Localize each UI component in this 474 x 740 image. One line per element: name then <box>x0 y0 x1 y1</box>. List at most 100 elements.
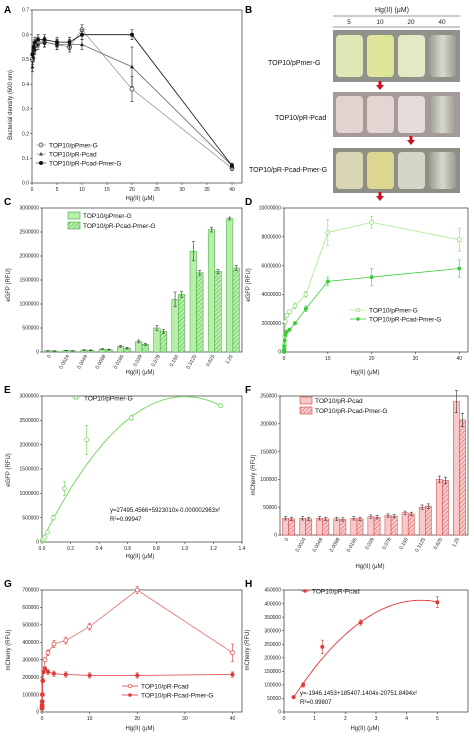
panel-b-header: Hg(II) (μM) <box>375 7 409 14</box>
panel-d-legend-1: TOP10/pPmer-G <box>369 308 418 315</box>
panel-e-xtick-label: 0.4 <box>96 546 103 552</box>
panel-a-point <box>129 86 135 92</box>
panel-g-xtick-label: 40 <box>230 716 236 722</box>
panel-f-bar <box>288 518 295 536</box>
panel-c-ytick-label: 500000 <box>22 326 39 332</box>
panel-e-xlabel: Hg(II) (μM) <box>125 554 154 560</box>
panel-e-point <box>50 515 56 521</box>
panel-f-bar <box>333 518 341 536</box>
panel-a-ytick-label: 0.4 <box>22 82 29 88</box>
panel-c-xtick-label: 0.0024 <box>58 354 71 370</box>
panel-g-xtick-label: 10 <box>87 716 93 722</box>
panel-f-bars <box>282 390 466 536</box>
panel-d-point <box>284 312 290 318</box>
panel-e-legend-1: TOP10/pPmer-G <box>84 396 133 403</box>
panel-a-point <box>130 32 134 37</box>
panel-c-ytick-label: 2500000 <box>20 230 40 236</box>
panel-g-point <box>40 678 45 683</box>
panel-d-ytick-label: 4000000 <box>262 292 282 298</box>
panel-g-frame <box>41 589 243 713</box>
panel-d-point <box>456 237 462 243</box>
panel-g-point <box>40 703 45 708</box>
panel-c-xtick-label: 0.156 <box>169 354 181 368</box>
panel-e-ytick-label: 0 <box>36 540 39 546</box>
panel-b-photo-3 <box>333 148 460 201</box>
panel-h-series <box>291 596 440 700</box>
panel-c-bar <box>171 298 179 353</box>
panel-h-xtick-label: 3 <box>375 716 378 722</box>
panel-b-col-2: 10 <box>376 19 384 26</box>
panel-e-xtick-label: 1.2 <box>210 546 217 552</box>
panel-d-point <box>303 306 308 311</box>
panel-e-xtick-label: 1.0 <box>181 546 188 552</box>
panel-a-ytick-label: 0.5 <box>22 57 29 63</box>
panel-a-legend-2: TOP10/pR-Pcad <box>49 152 97 159</box>
panel-d-ytick-label: 2000000 <box>262 321 282 327</box>
panel-c-xlabel: Hg(II) (μM) <box>125 370 154 376</box>
panel-d-frame <box>283 207 469 353</box>
panel-e-xtick-label: 0.0 <box>39 546 46 552</box>
panel-f-bar <box>418 506 426 536</box>
panel-d-legend-2: TOP10/pR-Pcad-Pmer-G <box>369 317 441 324</box>
panel-h-xtick-label: 0 <box>283 716 286 722</box>
panel-a-point <box>130 64 134 69</box>
panel-e-ytick-label: 2000000 <box>20 442 40 448</box>
panel-d-point <box>287 309 292 315</box>
panel-g: G 0 100000 200000 300000 400000 500000 600000 7… <box>4 579 243 732</box>
panel-h-ytick-label: 350000 <box>264 615 281 621</box>
panel-h-legend-1: TOP10/pR-Pcad <box>312 589 360 596</box>
panel-g-legend: TOP10/pR-Pcad TOP10/pR-Pcad-Pmer-G <box>122 684 213 700</box>
panel-a-point <box>42 37 47 42</box>
panel-e-axes: 0 500000 1000000 1500000 2000000 2500000 30000… <box>20 394 246 552</box>
panel-h-ylabel: mCherry (RFU) <box>245 630 251 671</box>
panel-f: F 0 50000 100000 150000 200000 250000 0 0.0024 0… <box>245 385 469 570</box>
panel-c-ytick-label: 1500000 <box>20 278 40 284</box>
panel-h-point <box>320 644 325 649</box>
panel-d: D 02000000400000060000008000000100000000… <box>245 197 469 376</box>
panel-h-label: H <box>245 579 252 590</box>
panel-g-ytick-label: 600000 <box>22 605 39 611</box>
panel-e-ylabel: eGFP (RFU) <box>6 453 12 487</box>
panel-d-label: D <box>245 197 252 208</box>
panel-f-bar <box>299 518 306 536</box>
panel-b-photo-2 <box>333 92 460 145</box>
panel-g-point <box>87 624 92 629</box>
panel-b-col-1: 5 <box>347 19 351 26</box>
panel-h-ytick-label: 200000 <box>264 655 281 661</box>
panel-f-bar <box>356 518 364 536</box>
panel-d-point <box>287 327 292 332</box>
panel-a-ylabel: Bacterial density (600 nm) <box>8 70 14 140</box>
panel-f-bar <box>350 518 358 536</box>
panel-f-label: F <box>245 385 251 396</box>
panel-c-bar <box>178 294 186 353</box>
panel-a-series-line-2 <box>32 41 233 166</box>
panel-c-bar <box>159 331 167 353</box>
panel-h-xtick-label: 1 <box>313 716 316 722</box>
panel-f-legend: TOP10/pR-Pcad TOP10/pR-Pcad-Pmer-G <box>299 396 387 415</box>
panel-f-legend-2: TOP10/pR-Pcad-Pmer-G <box>315 408 387 415</box>
panel-a-point <box>67 40 72 45</box>
panel-e-point <box>42 534 48 540</box>
panel-a-point <box>230 163 234 168</box>
panel-h-ytick-label: 400000 <box>264 601 281 607</box>
panel-d-xtick-label: 20 <box>369 356 375 362</box>
panel-h-r2: R²=0.99807 <box>300 700 332 706</box>
panel-f-bar <box>425 505 432 536</box>
panel-c-xtick-label: 0.078 <box>150 354 162 368</box>
panel-g-point <box>51 641 57 647</box>
panel-e-point <box>84 437 89 443</box>
panel-g-point <box>135 673 140 678</box>
panel-c-xtick-label: 0.0049 <box>76 354 89 370</box>
panel-h-ytick-label: 300000 <box>264 628 281 634</box>
panel-e-label: E <box>4 385 11 396</box>
panel-g-xtick-label: 0 <box>41 716 44 722</box>
panel-c-ytick-label: 3000000 <box>20 206 40 212</box>
panel-f-bar <box>322 518 330 536</box>
panel-g-point <box>42 666 47 671</box>
panel-h-xtick-label: 2 <box>344 716 347 722</box>
panel-f-xtick-label: 0.0098 <box>329 537 342 553</box>
panel-h-point <box>291 695 296 700</box>
panel-f-bar <box>305 518 313 536</box>
panel-g-ylabel: mCherry (RFU) <box>6 630 12 671</box>
panel-a-ytick-label: 0.7 <box>22 8 29 14</box>
